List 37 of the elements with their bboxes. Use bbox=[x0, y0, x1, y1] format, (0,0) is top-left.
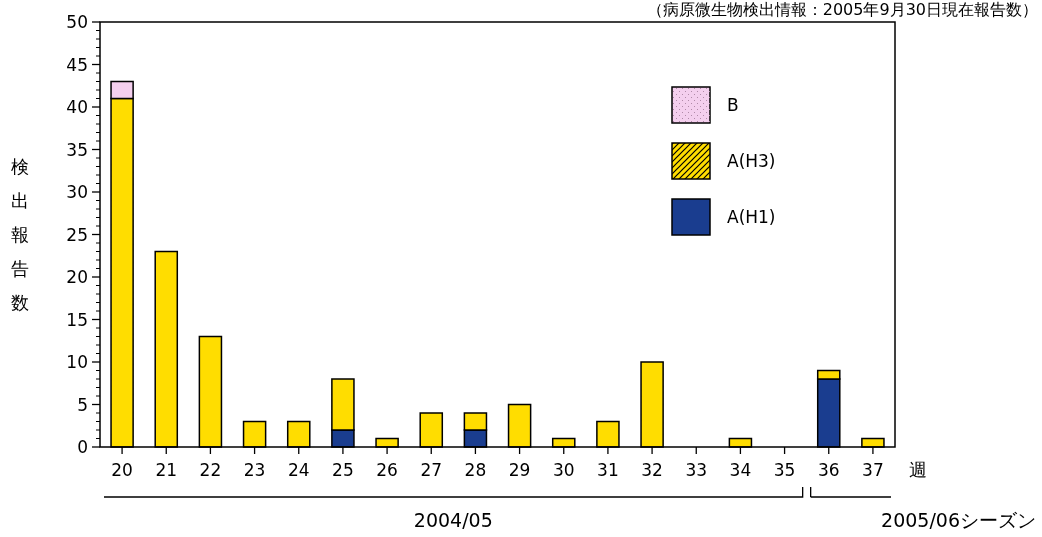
x-tick-label: 29 bbox=[508, 460, 531, 480]
x-tick-label: 30 bbox=[552, 460, 575, 480]
x-tick-label: 20 bbox=[111, 460, 133, 480]
y-tick-label: 45 bbox=[66, 54, 88, 75]
y-tick-label: 0 bbox=[77, 437, 88, 457]
y-tick-label: 20 bbox=[66, 267, 88, 287]
text: （病原微生物検出情報：2005年9月30日現在報告数） bbox=[646, 0, 1038, 19]
x-tick-label: 33 bbox=[685, 460, 708, 480]
text: 2005/06シーズン bbox=[881, 509, 1036, 531]
y-tick-label: 30 bbox=[66, 182, 88, 202]
x-tick-label: 36 bbox=[817, 460, 840, 480]
x-tick-label: 32 bbox=[641, 460, 663, 480]
x-tick-label: 24 bbox=[287, 460, 310, 480]
text: 2004/05 bbox=[413, 509, 493, 531]
x-tick-label: 28 bbox=[464, 460, 487, 480]
x-tick-label: 31 bbox=[597, 460, 619, 480]
x-axis-title: 週 bbox=[909, 459, 927, 480]
x-tick-label: 21 bbox=[155, 460, 178, 480]
x-tick-label: 25 bbox=[332, 460, 354, 480]
x-tick-label: 26 bbox=[376, 460, 398, 480]
legend-label: A(H3) bbox=[727, 151, 776, 171]
x-tick-label: 37 bbox=[862, 460, 884, 480]
x-tick-label: 35 bbox=[773, 460, 796, 480]
y-tick-label: 25 bbox=[66, 224, 88, 245]
x-tick-label: 27 bbox=[420, 460, 443, 480]
x-tick-label: 22 bbox=[199, 460, 222, 480]
y-tick-label: 50 bbox=[66, 12, 88, 32]
y-axis-title: 検出報告数 bbox=[11, 155, 29, 313]
legend-label: A(H1) bbox=[727, 207, 776, 227]
y-tick-label: 5 bbox=[77, 394, 88, 415]
x-tick-label: 23 bbox=[243, 460, 266, 480]
legend-label: B bbox=[727, 95, 739, 115]
y-tick-label: 15 bbox=[66, 309, 88, 330]
y-tick-label: 40 bbox=[66, 97, 88, 117]
y-tick-label: 35 bbox=[66, 139, 88, 160]
y-tick-label: 10 bbox=[66, 352, 88, 372]
x-tick-label: 34 bbox=[729, 460, 752, 480]
